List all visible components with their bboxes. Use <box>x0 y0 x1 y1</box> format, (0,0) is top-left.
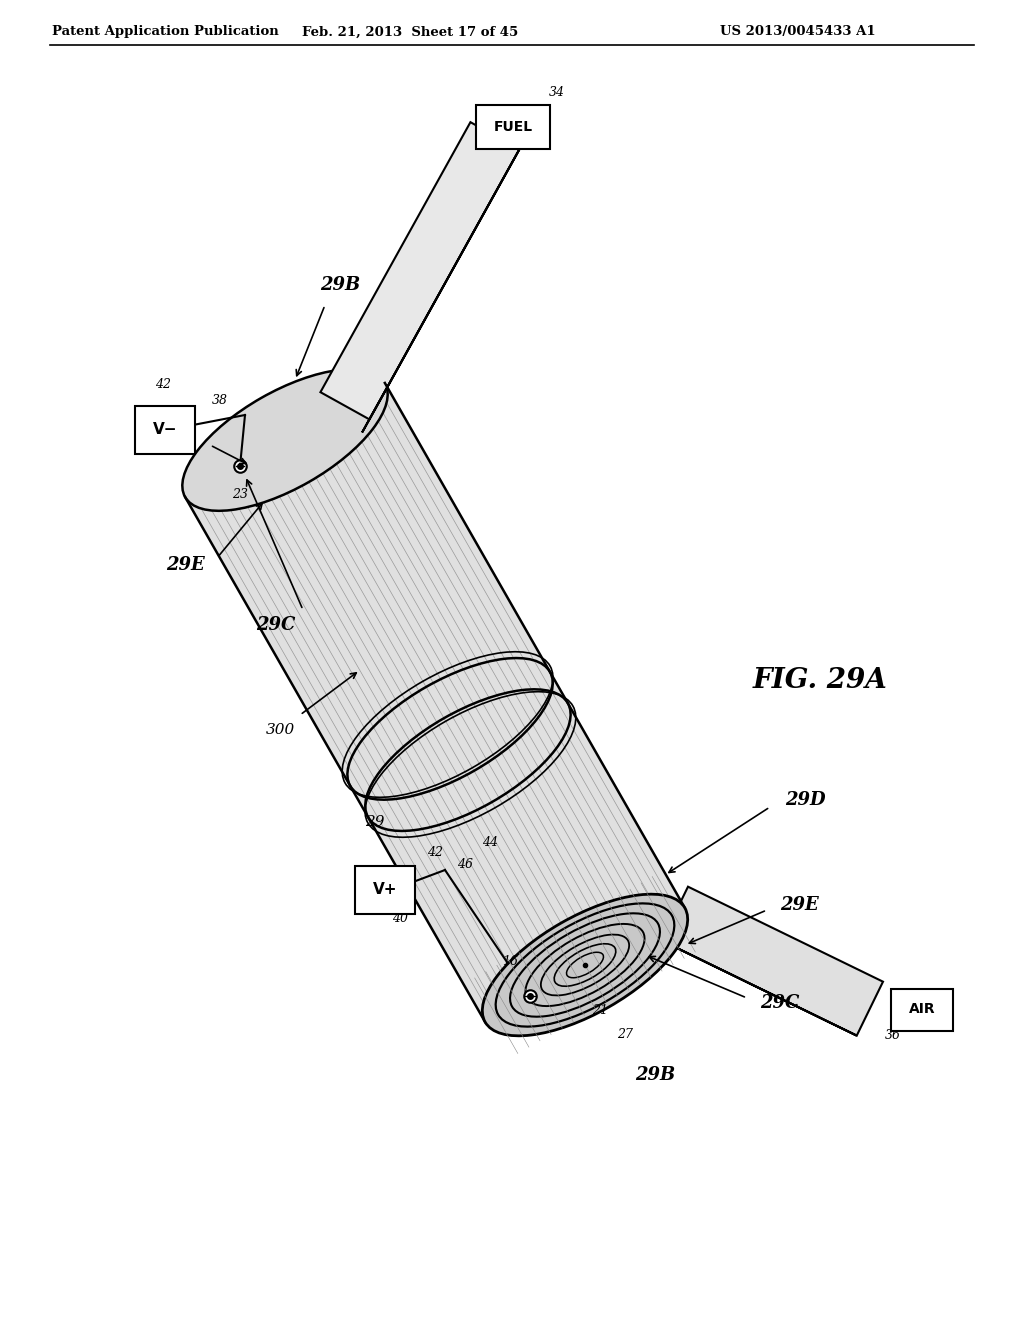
Text: 38: 38 <box>212 393 228 407</box>
Text: 29C: 29C <box>760 994 800 1012</box>
Text: Patent Application Publication: Patent Application Publication <box>52 25 279 38</box>
Text: 29C: 29C <box>256 616 295 634</box>
Text: 23: 23 <box>232 488 248 502</box>
Text: 40: 40 <box>392 912 408 924</box>
Text: AIR: AIR <box>908 1002 935 1015</box>
Polygon shape <box>662 887 883 1036</box>
Polygon shape <box>185 383 685 1022</box>
FancyBboxPatch shape <box>476 106 551 149</box>
Text: 27: 27 <box>617 1028 633 1041</box>
Text: FUEL: FUEL <box>494 120 534 135</box>
Text: 29E: 29E <box>780 896 819 913</box>
Text: 29E: 29E <box>166 556 205 574</box>
Text: 29: 29 <box>366 816 385 829</box>
Text: 300: 300 <box>265 723 295 737</box>
Text: 29B: 29B <box>635 1067 675 1084</box>
Text: 42: 42 <box>427 846 443 858</box>
Text: 29B: 29B <box>319 276 360 294</box>
FancyBboxPatch shape <box>135 407 195 454</box>
Text: 21: 21 <box>592 1003 608 1016</box>
Polygon shape <box>321 123 519 420</box>
Text: 46: 46 <box>457 858 473 871</box>
Text: 16: 16 <box>502 954 518 968</box>
Text: US 2013/0045433 A1: US 2013/0045433 A1 <box>720 25 876 38</box>
FancyBboxPatch shape <box>891 989 953 1031</box>
Polygon shape <box>362 149 519 433</box>
Text: FIG. 29A: FIG. 29A <box>753 667 888 693</box>
Ellipse shape <box>482 894 688 1036</box>
Text: V−: V− <box>153 422 177 437</box>
Text: V+: V+ <box>373 883 397 898</box>
Text: 36: 36 <box>885 1028 901 1041</box>
Polygon shape <box>645 933 857 1036</box>
FancyBboxPatch shape <box>355 866 415 913</box>
Text: 34: 34 <box>549 86 564 99</box>
Text: 29D: 29D <box>155 441 195 459</box>
Text: Feb. 21, 2013  Sheet 17 of 45: Feb. 21, 2013 Sheet 17 of 45 <box>302 25 518 38</box>
Text: 44: 44 <box>482 836 498 849</box>
Ellipse shape <box>182 370 388 511</box>
Text: 42: 42 <box>155 379 171 392</box>
Text: 29D: 29D <box>785 791 825 809</box>
